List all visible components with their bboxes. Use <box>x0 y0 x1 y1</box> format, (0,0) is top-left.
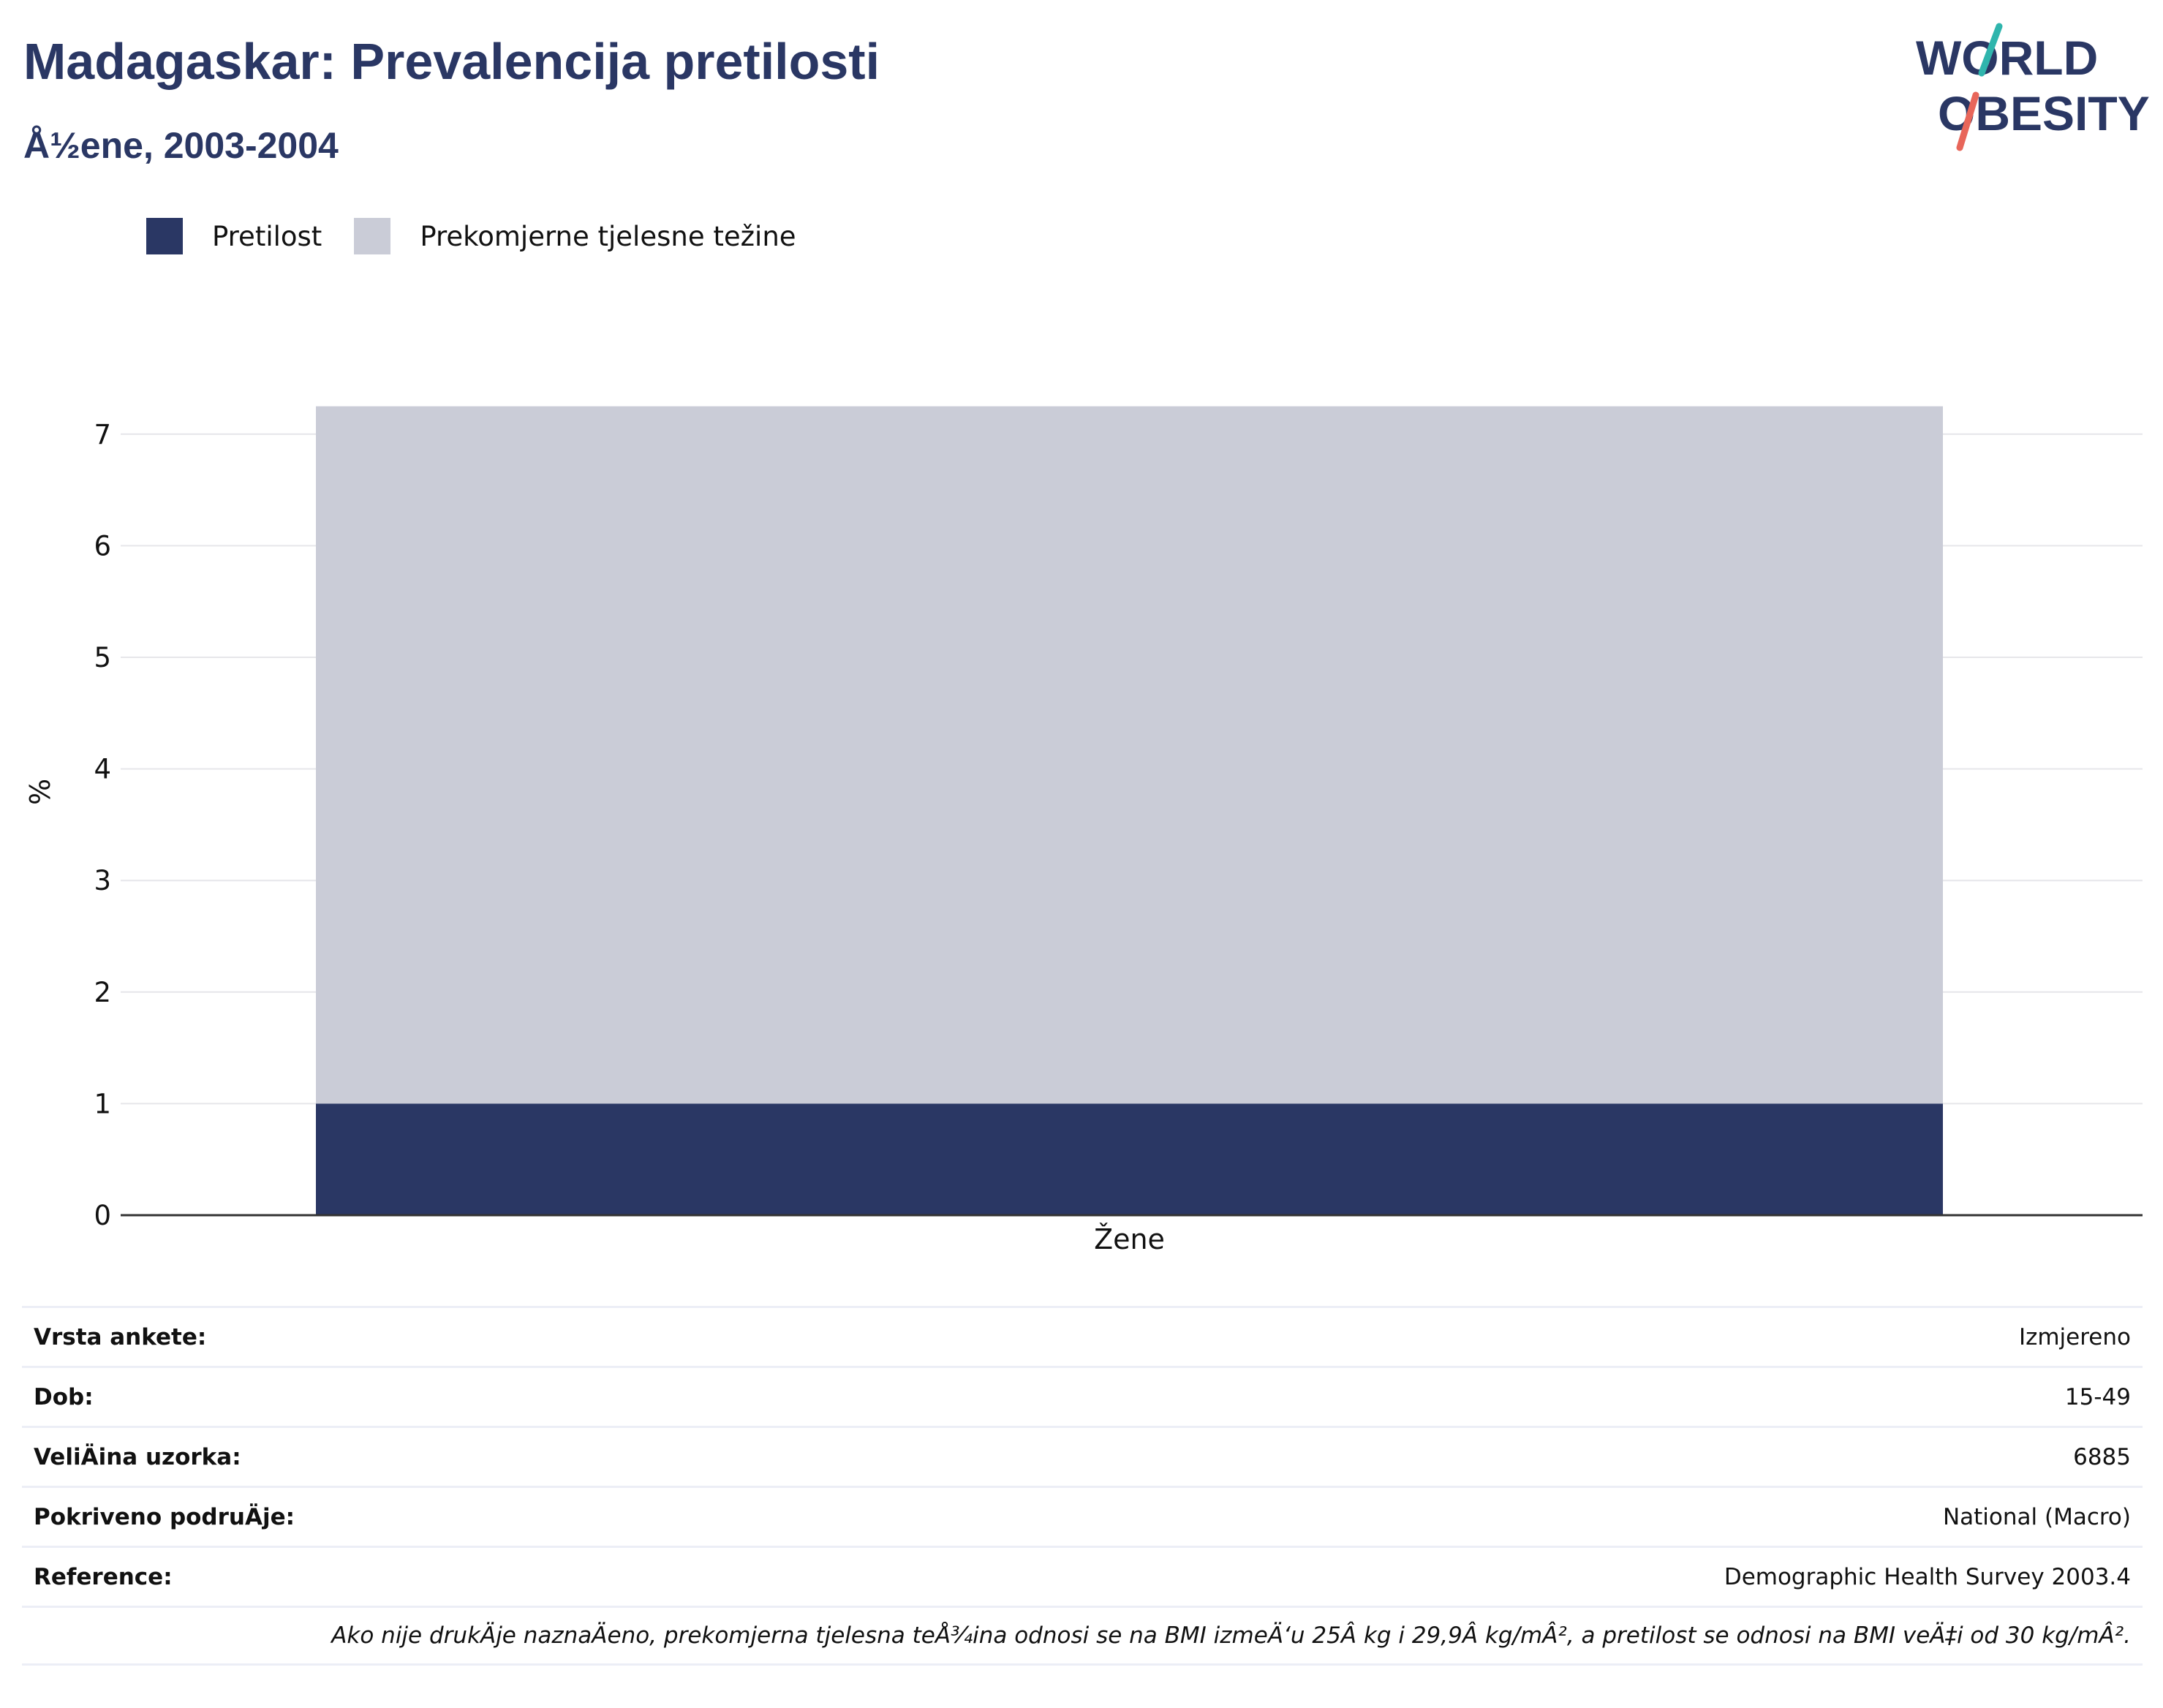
info-value: National (Macro) <box>1943 1504 2131 1530</box>
info-label: Pokriveno podruÄ je: <box>34 1504 295 1530</box>
bar-overweight <box>316 407 1943 1104</box>
y-tick-label: 7 <box>94 419 111 450</box>
x-tick-label: Žene <box>1094 1223 1165 1255</box>
info-label: Reference: <box>34 1564 173 1590</box>
y-tick-labels: 0 1 2 3 4 5 6 7 <box>94 419 111 1231</box>
stacked-bar-chart: 0 1 2 3 4 5 6 7 Žene % <box>0 0 2163 1287</box>
y-tick-label: 0 <box>94 1200 111 1231</box>
info-label: Dob: <box>34 1384 94 1410</box>
info-value: 6885 <box>2073 1444 2131 1470</box>
info-value: Izmjereno <box>2019 1324 2131 1350</box>
info-label: Vrsta ankete: <box>34 1324 206 1350</box>
y-tick-label: 1 <box>94 1088 111 1119</box>
info-label: VeliÄ ina uzorka: <box>34 1444 241 1470</box>
bar-obesity <box>316 1103 1943 1215</box>
info-row: VeliÄ ina uzorka: 6885 <box>22 1426 2143 1486</box>
y-tick-label: 5 <box>94 642 111 673</box>
y-tick-label: 6 <box>94 530 111 562</box>
survey-info-table: Vrsta ankete: Izmjereno Dob: 15-49 VeliÄ ina… <box>22 1306 2143 1666</box>
y-tick-label: 4 <box>94 754 111 785</box>
y-axis-label: % <box>24 779 56 805</box>
info-row: Pokriveno podruÄ je: National (Macro) <box>22 1486 2143 1546</box>
y-tick-label: 3 <box>94 865 111 896</box>
info-value: 15-49 <box>2065 1384 2131 1410</box>
x-tick-labels: Žene <box>1094 1223 1165 1255</box>
definition-note: Ako nije drukÄ je naznaÄ eno, prekomjern… <box>22 1606 2143 1666</box>
y-tick-label: 2 <box>94 977 111 1008</box>
info-row: Vrsta ankete: Izmjereno <box>22 1306 2143 1366</box>
bars <box>316 407 1943 1215</box>
info-value: Demographic Health Survey 2003.4 <box>1724 1564 2131 1590</box>
info-row: Reference: Demographic Health Survey 2003… <box>22 1546 2143 1606</box>
info-row: Dob: 15-49 <box>22 1366 2143 1426</box>
